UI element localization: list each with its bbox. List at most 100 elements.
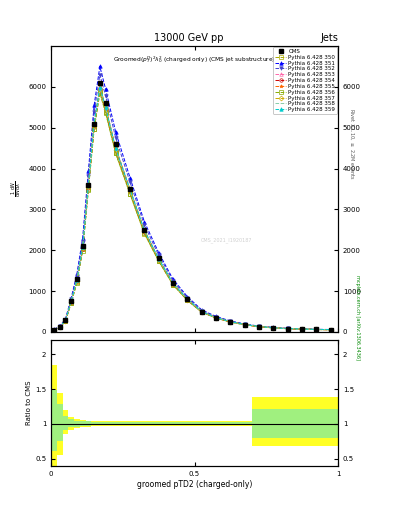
Pythia 6.428 359: [51, 327, 56, 333]
Pythia 6.428 351: [57, 323, 62, 329]
Pythia 6.428 351: [271, 325, 276, 331]
Pythia 6.428 355: [228, 318, 233, 325]
Pythia 6.428 357: [51, 327, 56, 333]
Pythia 6.428 355: [128, 186, 132, 192]
CMS: [103, 100, 108, 106]
Pythia 6.428 352: [92, 109, 97, 115]
Pythia 6.428 352: [97, 72, 102, 78]
Pythia 6.428 354: [113, 147, 118, 153]
CMS: [199, 308, 204, 314]
CMS: [86, 182, 91, 188]
Pythia 6.428 354: [214, 315, 219, 321]
Pythia 6.428 350: [51, 327, 56, 333]
Pythia 6.428 356: [69, 300, 73, 306]
Pythia 6.428 354: [63, 318, 68, 324]
Pythia 6.428 353: [86, 183, 91, 189]
Line: Pythia 6.428 353: Pythia 6.428 353: [52, 87, 332, 332]
CMS: [285, 326, 290, 332]
Pythia 6.428 354: [271, 325, 276, 331]
Pythia 6.428 353: [97, 85, 102, 91]
Pythia 6.428 358: [69, 298, 73, 305]
Pythia 6.428 352: [314, 326, 319, 332]
Pythia 6.428 355: [156, 255, 161, 262]
Pythia 6.428 358: [214, 314, 219, 321]
Pythia 6.428 355: [86, 182, 91, 188]
Pythia 6.428 350: [314, 327, 319, 333]
Line: Pythia 6.428 356: Pythia 6.428 356: [52, 91, 332, 332]
Pythia 6.428 354: [103, 106, 108, 113]
Pythia 6.428 350: [242, 322, 247, 328]
CMS: [156, 255, 161, 262]
Pythia 6.428 357: [57, 324, 62, 330]
Pythia 6.428 358: [314, 326, 319, 332]
Pythia 6.428 354: [156, 257, 161, 263]
Pythia 6.428 356: [271, 325, 276, 331]
Line: CMS: CMS: [52, 81, 332, 332]
Pythia 6.428 352: [171, 278, 175, 284]
Pythia 6.428 354: [228, 319, 233, 325]
Pythia 6.428 359: [156, 255, 161, 262]
Pythia 6.428 353: [92, 122, 97, 129]
Pythia 6.428 353: [103, 105, 108, 112]
Pythia 6.428 356: [300, 326, 305, 332]
Line: Pythia 6.428 350: Pythia 6.428 350: [52, 90, 332, 332]
Pythia 6.428 356: [242, 322, 247, 328]
Pythia 6.428 359: [228, 318, 233, 325]
Pythia 6.428 351: [242, 321, 247, 327]
Pythia 6.428 351: [86, 167, 91, 174]
Pythia 6.428 356: [128, 191, 132, 197]
Pythia 6.428 354: [285, 326, 290, 332]
CMS: [80, 243, 85, 249]
Pythia 6.428 352: [113, 135, 118, 141]
Pythia 6.428 350: [214, 315, 219, 321]
Pythia 6.428 357: [185, 296, 190, 303]
Pythia 6.428 352: [271, 325, 276, 331]
CMS: [271, 325, 276, 331]
Pythia 6.428 351: [51, 326, 56, 332]
Pythia 6.428 357: [199, 309, 204, 315]
Pythia 6.428 352: [329, 327, 333, 333]
Pythia 6.428 351: [185, 293, 190, 300]
Pythia 6.428 351: [156, 250, 161, 256]
Pythia 6.428 355: [57, 324, 62, 330]
Pythia 6.428 354: [185, 297, 190, 303]
Pythia 6.428 357: [69, 299, 73, 305]
Pythia 6.428 357: [271, 325, 276, 331]
Pythia 6.428 352: [103, 93, 108, 99]
Pythia 6.428 358: [103, 105, 108, 111]
Pythia 6.428 352: [75, 273, 79, 279]
Pythia 6.428 353: [156, 257, 161, 263]
Pythia 6.428 350: [300, 326, 305, 332]
Pythia 6.428 354: [314, 327, 319, 333]
Pythia 6.428 355: [51, 327, 56, 333]
Pythia 6.428 357: [329, 327, 333, 333]
Text: CMS_2021_I1920187: CMS_2021_I1920187: [200, 238, 252, 243]
CMS: [257, 324, 261, 330]
Text: Jets: Jets: [320, 33, 338, 44]
Pythia 6.428 358: [171, 281, 175, 287]
Pythia 6.428 359: [103, 104, 108, 110]
Pythia 6.428 357: [242, 322, 247, 328]
CMS: [92, 121, 97, 127]
CMS: [314, 326, 319, 332]
CMS: [142, 227, 147, 233]
Pythia 6.428 358: [199, 309, 204, 315]
Pythia 6.428 359: [113, 145, 118, 151]
Pythia 6.428 354: [75, 279, 79, 285]
Pythia 6.428 351: [92, 102, 97, 109]
Pythia 6.428 358: [285, 326, 290, 332]
Pythia 6.428 359: [214, 314, 219, 321]
Pythia 6.428 358: [113, 146, 118, 152]
Pythia 6.428 359: [80, 244, 85, 250]
Pythia 6.428 351: [300, 326, 305, 332]
Pythia 6.428 351: [214, 313, 219, 319]
Pythia 6.428 351: [97, 63, 102, 70]
Pythia 6.428 354: [329, 327, 333, 333]
Pythia 6.428 351: [103, 86, 108, 92]
Pythia 6.428 355: [257, 324, 261, 330]
Pythia 6.428 359: [242, 322, 247, 328]
Line: Pythia 6.428 352: Pythia 6.428 352: [52, 73, 332, 331]
Pythia 6.428 359: [271, 325, 276, 331]
Pythia 6.428 352: [128, 179, 132, 185]
Pythia 6.428 356: [97, 90, 102, 96]
